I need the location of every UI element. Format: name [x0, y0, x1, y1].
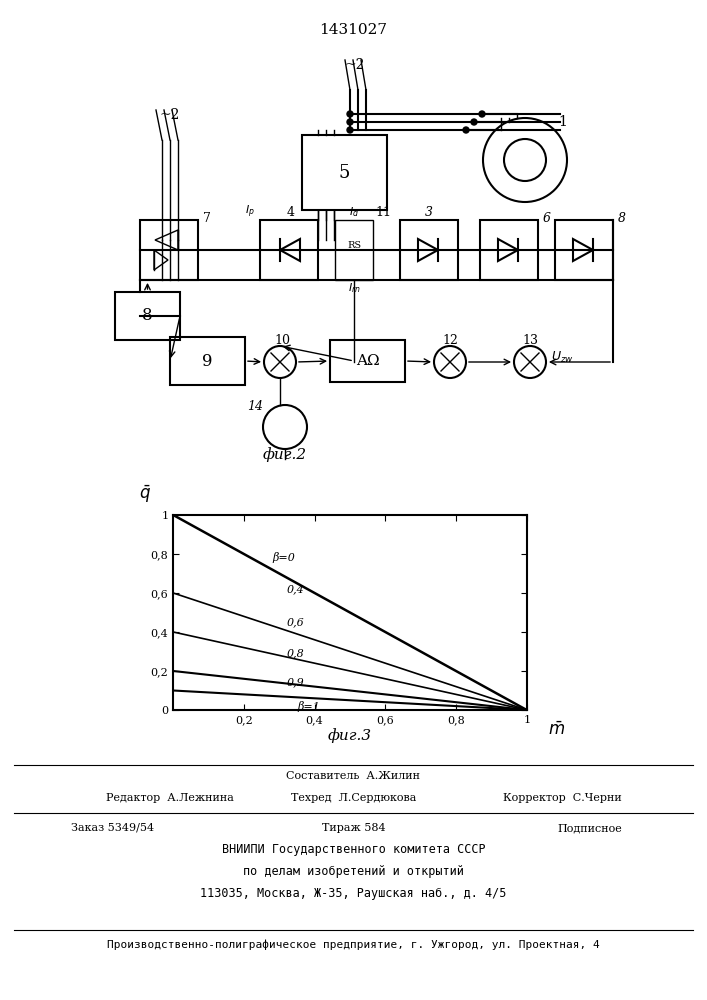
Circle shape — [471, 119, 477, 125]
Text: ВНИИПИ Государственного комитета СССР: ВНИИПИ Государственного комитета СССР — [222, 843, 485, 856]
Text: Редактор  А.Лежнина: Редактор А.Лежнина — [106, 793, 234, 803]
Text: 3: 3 — [425, 206, 433, 219]
Circle shape — [347, 111, 353, 117]
Text: $\bar{m}$: $\bar{m}$ — [548, 722, 565, 739]
Text: 14: 14 — [247, 400, 263, 414]
Text: $\bar{q}$: $\bar{q}$ — [139, 484, 151, 505]
Bar — [480, 220, 538, 280]
Bar — [400, 220, 458, 280]
Text: ~2: ~2 — [160, 108, 180, 122]
Circle shape — [347, 127, 353, 133]
Text: $U_{zw}$: $U_{zw}$ — [551, 349, 574, 365]
Text: 0,4: 0,4 — [286, 584, 304, 594]
Text: по делам изобретений и открытий: по делам изобретений и открытий — [243, 865, 464, 878]
Text: 113035, Москва, Ж-35, Раушская наб., д. 4/5: 113035, Москва, Ж-35, Раушская наб., д. … — [200, 887, 507, 900]
Text: Подписное: Подписное — [557, 823, 622, 833]
Text: 13: 13 — [522, 334, 538, 347]
Bar — [260, 220, 318, 280]
Bar — [555, 220, 613, 280]
Text: 0,6: 0,6 — [286, 617, 304, 627]
Text: Производственно-полиграфическое предприятие, г. Ужгород, ул. Проектная, 4: Производственно-полиграфическое предприя… — [107, 940, 600, 950]
Text: фиг.2: фиг.2 — [263, 448, 307, 462]
Text: $I_{rn}$: $I_{rn}$ — [348, 281, 361, 295]
Bar — [115, 292, 180, 340]
Text: Корректор  С.Черни: Корректор С.Черни — [503, 793, 622, 803]
Text: 6: 6 — [543, 212, 551, 225]
Text: 8: 8 — [142, 308, 153, 324]
Text: 12: 12 — [442, 334, 458, 347]
Text: 5: 5 — [339, 163, 350, 182]
Circle shape — [347, 119, 353, 125]
Text: 1431027: 1431027 — [319, 23, 387, 37]
Bar — [335, 220, 373, 280]
Text: Тираж 584: Тираж 584 — [322, 823, 385, 833]
Text: 11: 11 — [375, 206, 391, 219]
Text: AΩ: AΩ — [356, 354, 380, 368]
Bar — [140, 220, 198, 280]
Text: 8: 8 — [618, 212, 626, 225]
Text: RS: RS — [347, 240, 361, 249]
Text: Заказ 5349/54: Заказ 5349/54 — [71, 823, 154, 833]
Text: β=1: β=1 — [297, 701, 320, 712]
Text: 0,8: 0,8 — [286, 648, 304, 658]
Text: 0,9: 0,9 — [286, 678, 304, 688]
Text: β=0: β=0 — [272, 552, 295, 563]
Text: Составитель  А.Жилин: Составитель А.Жилин — [286, 771, 421, 781]
Text: $I_d$: $I_d$ — [349, 205, 359, 219]
Text: 1: 1 — [559, 115, 568, 129]
Text: 7: 7 — [203, 212, 211, 225]
Text: Техред  Л.Сердюкова: Техред Л.Сердюкова — [291, 793, 416, 803]
Bar — [170, 337, 245, 385]
Text: 9: 9 — [202, 353, 213, 369]
Text: $I_p$: $I_p$ — [245, 204, 255, 220]
Bar — [302, 135, 387, 210]
Circle shape — [479, 111, 485, 117]
Text: 10: 10 — [274, 334, 290, 347]
Text: фиг.3: фиг.3 — [328, 728, 372, 743]
Text: 4: 4 — [287, 206, 295, 219]
Text: ~2: ~2 — [345, 58, 366, 72]
Circle shape — [463, 127, 469, 133]
Bar — [330, 340, 405, 382]
